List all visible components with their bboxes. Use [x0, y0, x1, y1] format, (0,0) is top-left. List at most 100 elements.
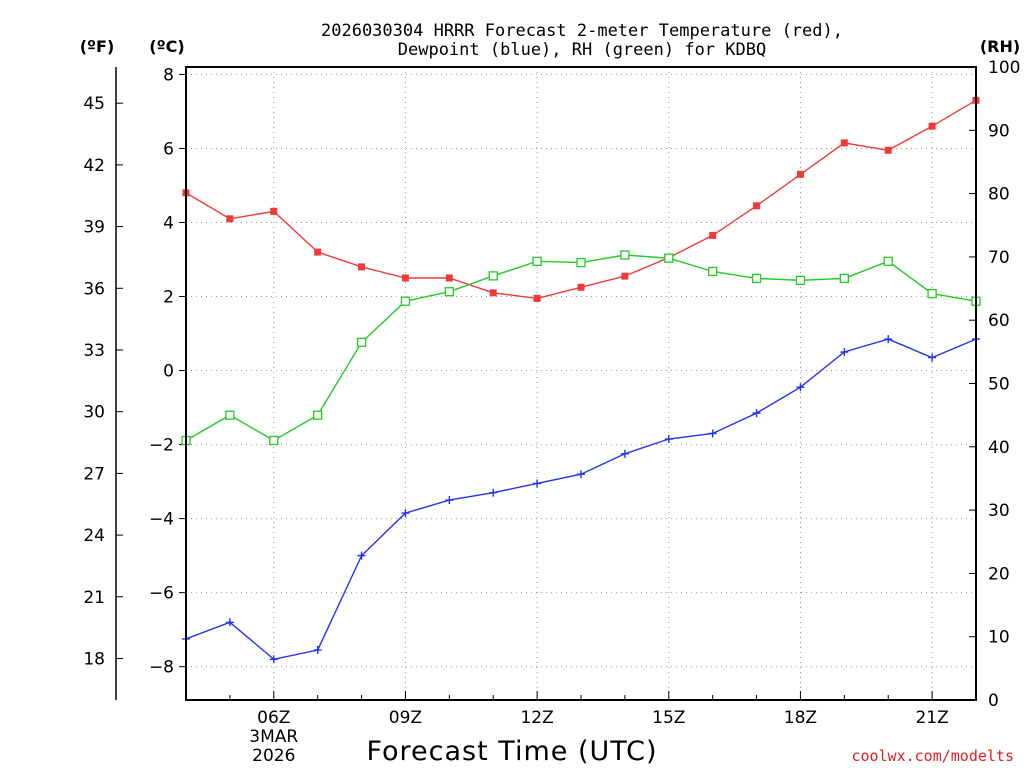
fahrenheit-tick-label: 18 [83, 649, 105, 669]
temperature-point [226, 215, 234, 223]
rh-point [400, 296, 411, 306]
dewpoint-point [445, 496, 454, 505]
dewpoint-point [225, 618, 234, 627]
celsius-tick-label: −2 [149, 436, 174, 456]
temperature-point [314, 248, 322, 256]
temperature-point [884, 146, 892, 154]
rh-tick-label: 10 [988, 628, 1010, 648]
celsius-tick-label: 0 [163, 362, 174, 382]
dewpoint-point [708, 429, 717, 438]
dewpoint-point [357, 551, 366, 560]
temperature-series [182, 96, 980, 302]
dewpoint-point [840, 348, 849, 357]
temperature-point [928, 122, 936, 130]
temperature-point [358, 263, 366, 271]
x-axis-label: Forecast Time (UTC) [366, 736, 657, 767]
temperature-point [270, 207, 278, 215]
rh-point [708, 266, 718, 277]
temperature-point [533, 294, 541, 302]
rh-point [444, 287, 454, 297]
celsius-unit-label: (ºC) [149, 37, 184, 56]
rh-axis: 0 10 20 30 40 50 60 70 80 90 100 [969, 58, 1020, 711]
rh-point [883, 256, 893, 266]
rh-point [795, 275, 806, 285]
rh-tick-label: 70 [988, 248, 1010, 268]
rh-point [927, 288, 937, 299]
dewpoint-point [489, 488, 498, 497]
temperature-point [445, 274, 453, 282]
fahrenheit-tick-label: 39 [83, 218, 105, 238]
credit-text: coolwx.com/modelts [851, 747, 1014, 765]
rh-point [751, 273, 762, 284]
temperature-point [753, 202, 761, 210]
rh-tick-label: 30 [988, 501, 1010, 521]
temperature-point [401, 274, 409, 282]
rh-point [313, 410, 323, 420]
rh-point [532, 256, 542, 266]
temperature-point [840, 139, 848, 147]
dewpoint-series [182, 335, 980, 664]
x-tick-label: 15Z [652, 708, 685, 728]
rh-tick-label: 40 [988, 438, 1010, 458]
dewpoint-point [577, 470, 585, 479]
rh-tick-label: 20 [988, 564, 1010, 584]
fahrenheit-tick-label: 30 [83, 403, 105, 423]
fahrenheit-tick-label: 45 [83, 94, 105, 114]
dewpoint-point [620, 449, 629, 458]
rh-point [664, 253, 674, 263]
celsius-tick-label: 6 [163, 139, 174, 159]
rh-point [269, 435, 279, 446]
dewpoint-point [752, 409, 761, 418]
rh-point [488, 271, 498, 281]
temperature-point [709, 231, 717, 239]
rh-point [225, 410, 235, 420]
dewpoint-point [664, 435, 673, 444]
fahrenheit-unit-label: (ºF) [80, 37, 115, 56]
x-tick-label: 12Z [520, 708, 553, 728]
dewpoint-point [533, 479, 542, 488]
fahrenheit-tick-label: 42 [83, 156, 105, 176]
fahrenheit-axis: 18 21 24 27 30 33 36 39 42 45 [83, 67, 123, 700]
fahrenheit-tick-label: 33 [83, 341, 105, 361]
dewpoint-point [928, 353, 937, 362]
rh-point [576, 257, 586, 268]
x-tick-label: 06Z [257, 708, 290, 728]
rh-point [356, 337, 367, 348]
rh-unit-label: (RH) [980, 37, 1020, 56]
x-tick-label: 09Z [389, 708, 422, 728]
rh-tick-label: 80 [988, 185, 1010, 205]
temperature-point [621, 272, 629, 280]
temperature-point [577, 283, 585, 291]
temperature-point [489, 289, 497, 297]
rh-tick-label: 90 [988, 121, 1010, 141]
temperature-line [185, 99, 977, 300]
x-tick-label: 21Z [915, 708, 948, 728]
celsius-tick-label: 4 [163, 213, 174, 233]
celsius-axis: −8 −6 −4 −2 0 2 4 6 8 [149, 65, 186, 678]
x-date-label: 3MAR [249, 727, 298, 747]
celsius-tick-label: −8 [149, 658, 174, 678]
fahrenheit-tick-label: 21 [83, 588, 105, 608]
rh-tick-label: 0 [988, 691, 999, 711]
temperature-point [796, 170, 804, 178]
celsius-tick-label: 8 [163, 65, 174, 85]
dewpoint-point [401, 509, 410, 518]
dewpoint-line [185, 338, 977, 661]
x-tick-label: 18Z [784, 708, 817, 728]
rh-point [620, 250, 630, 260]
dewpoint-point [269, 655, 278, 664]
chart-title-line2: Dewpoint (blue), RH (green) for KDBQ [398, 40, 766, 60]
celsius-tick-label: 2 [163, 288, 174, 308]
x-year-label: 2026 [252, 746, 295, 766]
dewpoint-point [884, 335, 893, 344]
dewpoint-point [796, 383, 805, 392]
rh-point [839, 273, 849, 284]
celsius-tick-label: −4 [149, 510, 174, 530]
fahrenheit-tick-label: 24 [83, 526, 105, 546]
rh-tick-label: 60 [988, 311, 1010, 331]
grid-lines [186, 67, 976, 700]
fahrenheit-tick-label: 27 [83, 464, 105, 484]
rh-series [181, 250, 981, 446]
